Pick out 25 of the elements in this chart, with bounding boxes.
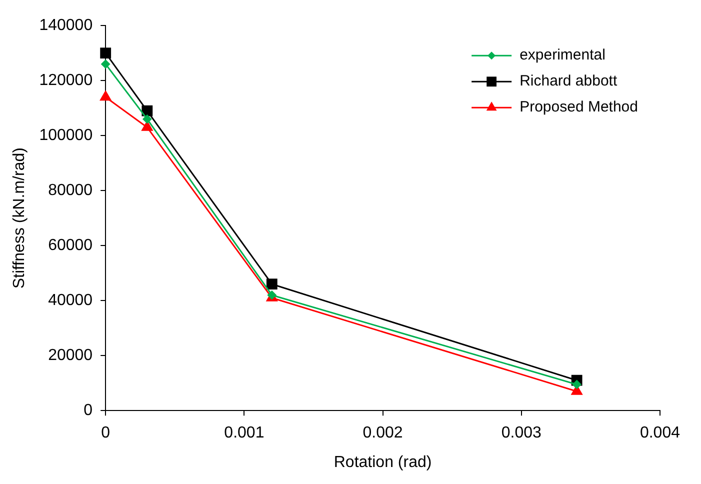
- point: [101, 60, 110, 69]
- y-tick-label: 120000: [39, 72, 93, 90]
- point: [142, 114, 152, 124]
- x-tick-label: 0.001: [224, 424, 264, 442]
- y-tick-label: 0: [84, 402, 93, 420]
- x-tick-label: 0.002: [362, 424, 403, 442]
- point: [266, 278, 278, 290]
- y-tick-label: 60000: [48, 237, 93, 254]
- y-tick-label: 80000: [48, 182, 93, 200]
- y-tick-label: 140000: [39, 17, 93, 34]
- y-axis-title: Stiffness (kN.m/rad): [11, 148, 28, 289]
- legend-label: Proposed Method: [520, 98, 638, 116]
- y-tick-label: 40000: [48, 292, 93, 310]
- point: [100, 48, 112, 59]
- point: [572, 380, 582, 389]
- x-tick-label: 0: [101, 424, 110, 442]
- legend-label: Richard abbott: [520, 72, 618, 90]
- legend-label: experimental: [520, 46, 606, 64]
- x-axis-title: Rotation (rad): [334, 454, 432, 471]
- point: [100, 90, 112, 101]
- x-tick-label: 0.003: [501, 424, 542, 442]
- x-tick-label: 0.004: [640, 424, 680, 442]
- y-tick-label: 20000: [48, 347, 93, 364]
- y-tick-label: 100000: [39, 127, 93, 144]
- point: [142, 105, 153, 116]
